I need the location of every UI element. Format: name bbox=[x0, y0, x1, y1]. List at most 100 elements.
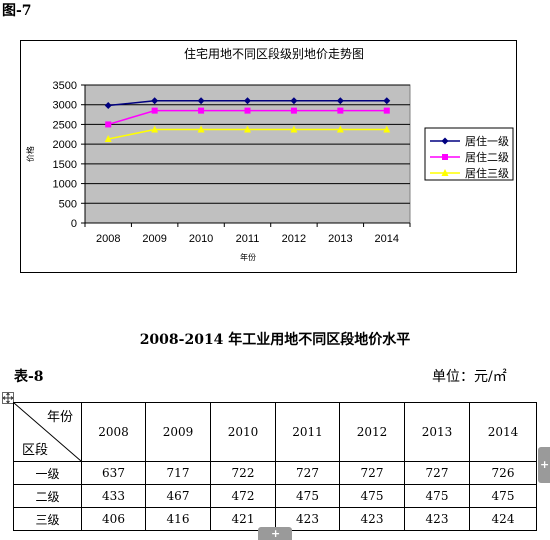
diagonal-line bbox=[14, 403, 81, 461]
data-point bbox=[336, 125, 344, 133]
table-cell: 423 bbox=[404, 507, 470, 531]
data-point bbox=[244, 107, 251, 114]
year-header-cell: 2009 bbox=[145, 402, 211, 462]
data-table: 年份 区段 2008 2009 2010 2011 2012 2013 2014… bbox=[13, 402, 537, 531]
line-chart: 住宅用地不同区段级别地价走势图 0 500 1000 1500 2000 2500 3000… bbox=[20, 40, 517, 273]
data-point bbox=[197, 97, 205, 105]
data-point bbox=[383, 125, 391, 133]
y-tick-label: 1000 bbox=[53, 179, 77, 191]
plus-icon: + bbox=[540, 458, 550, 471]
x-axis-ticks: 2008 2009 2010 2011 2012 2013 2014 bbox=[84, 222, 411, 245]
data-point bbox=[290, 125, 298, 133]
table-row: 二级 433 467 472 475 475 475 475 bbox=[13, 484, 537, 508]
y-axis-ticks: 0 500 1000 1500 2000 2500 3000 3500 bbox=[53, 80, 86, 230]
table-cell: 727 bbox=[275, 461, 340, 485]
unit-label: 单位：元/㎡ bbox=[432, 369, 507, 385]
add-row-handle[interactable]: + bbox=[258, 527, 292, 540]
table-label: 表-8 bbox=[14, 369, 44, 385]
table-cell: 475 bbox=[469, 484, 537, 508]
year-header-cell: 2012 bbox=[339, 402, 405, 462]
y-tick-label: 3500 bbox=[53, 80, 77, 92]
year-header-cell: 2008 bbox=[81, 402, 146, 462]
data-point bbox=[383, 107, 390, 114]
legend-marker bbox=[441, 169, 449, 176]
table-header-row: 年份 区段 2008 2009 2010 2011 2012 2013 2014 bbox=[13, 402, 537, 462]
y-tick-label: 1500 bbox=[53, 159, 77, 171]
header-year-label: 年份 bbox=[46, 410, 73, 425]
add-column-handle[interactable]: + bbox=[538, 447, 550, 483]
table-cell: 416 bbox=[145, 507, 211, 531]
data-point bbox=[244, 125, 251, 133]
chart-svg: 住宅用地不同区段级别地价走势图 0 500 1000 1500 2000 2500 3000… bbox=[25, 46, 514, 262]
y-tick-label: 0 bbox=[71, 218, 77, 230]
year-header-cell: 2013 bbox=[404, 402, 470, 462]
table-row: 三级 406 416 421 423 423 423 424 bbox=[13, 507, 537, 531]
series-lines bbox=[104, 97, 391, 143]
table-cell: 727 bbox=[339, 461, 405, 485]
data-point bbox=[105, 121, 112, 128]
x-tick-label: 2010 bbox=[189, 233, 213, 245]
header-area-label: 区段 bbox=[22, 443, 49, 458]
table-cell: 472 bbox=[210, 484, 276, 508]
diagonal-header-cell: 年份 区段 bbox=[13, 402, 82, 462]
table-cell: 717 bbox=[145, 461, 211, 485]
data-point bbox=[151, 97, 159, 105]
data-point bbox=[244, 97, 251, 105]
table-cell: 423 bbox=[339, 507, 405, 531]
legend-marker bbox=[441, 137, 449, 145]
table-row: 一级 637 717 722 727 727 727 726 bbox=[13, 461, 537, 485]
year-header-cell: 2011 bbox=[275, 402, 340, 462]
data-point bbox=[151, 125, 159, 133]
legend-label: 居住三级 bbox=[465, 166, 509, 180]
table-cell: 637 bbox=[81, 461, 146, 485]
data-point bbox=[151, 107, 158, 114]
y-tick-label: 2000 bbox=[53, 139, 77, 151]
figure-label: 图-7 bbox=[2, 3, 32, 19]
legend-label: 居住一级 bbox=[465, 134, 509, 148]
y-tick-label: 2500 bbox=[53, 119, 77, 131]
legend-box bbox=[424, 127, 514, 181]
move-icon[interactable] bbox=[2, 392, 14, 404]
table-cell: 406 bbox=[81, 507, 146, 531]
y-axis-label: 价格 bbox=[25, 146, 35, 162]
plot-area bbox=[84, 84, 411, 224]
x-axis-label: 年份 bbox=[240, 252, 256, 262]
data-point bbox=[198, 107, 205, 114]
row-name-cell: 一级 bbox=[13, 461, 82, 485]
document-title: 2008-2014 年工业用地不同区段地价水平 bbox=[139, 332, 411, 348]
row-name-cell: 二级 bbox=[13, 484, 82, 508]
x-tick-label: 2012 bbox=[282, 233, 306, 245]
y-tick-label: 3000 bbox=[53, 100, 77, 112]
table-cell: 475 bbox=[404, 484, 470, 508]
data-point bbox=[290, 107, 297, 114]
data-point bbox=[197, 125, 205, 133]
plus-icon: + bbox=[271, 527, 281, 540]
table-cell: 727 bbox=[404, 461, 470, 485]
x-tick-label: 2014 bbox=[375, 233, 399, 245]
x-tick-label: 2013 bbox=[328, 233, 352, 245]
data-point bbox=[336, 97, 344, 105]
table-cell: 475 bbox=[339, 484, 405, 508]
x-tick-label: 2009 bbox=[142, 233, 166, 245]
year-header-cell: 2010 bbox=[210, 402, 276, 462]
x-tick-label: 2008 bbox=[96, 233, 120, 245]
table-cell: 726 bbox=[469, 461, 537, 485]
table-cell: 722 bbox=[210, 461, 276, 485]
legend-marker bbox=[442, 154, 448, 160]
gridlines bbox=[85, 84, 410, 204]
data-point bbox=[104, 135, 112, 143]
data-point bbox=[383, 97, 391, 105]
table-cell: 475 bbox=[275, 484, 340, 508]
data-point bbox=[337, 107, 344, 114]
data-point bbox=[290, 97, 298, 105]
data-point bbox=[104, 102, 112, 110]
legend-label: 居住二级 bbox=[465, 150, 509, 164]
year-header-cell: 2014 bbox=[469, 402, 537, 462]
row-name-cell: 三级 bbox=[13, 507, 82, 531]
chart-title: 住宅用地不同区段级别地价走势图 bbox=[184, 46, 364, 61]
table-cell: 467 bbox=[145, 484, 211, 508]
table-cell: 424 bbox=[469, 507, 537, 531]
table-cell: 433 bbox=[81, 484, 146, 508]
x-tick-label: 2011 bbox=[236, 233, 260, 245]
